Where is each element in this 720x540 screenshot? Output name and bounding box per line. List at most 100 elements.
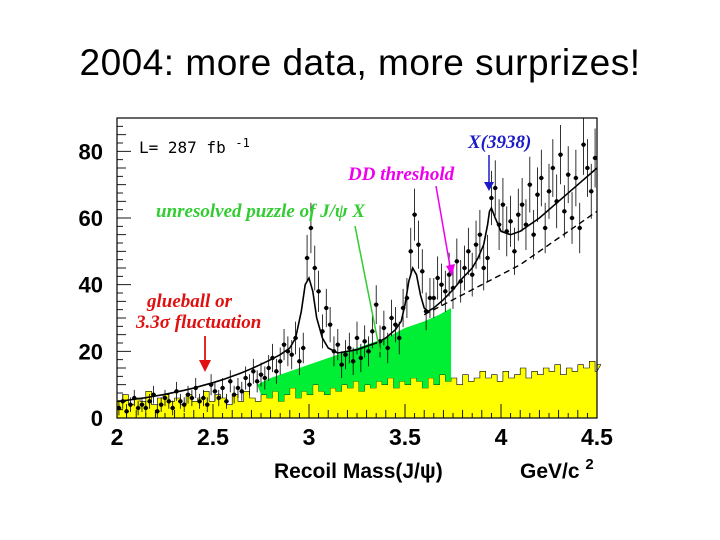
data-point: [224, 393, 229, 409]
data-marker: [274, 369, 279, 374]
data-marker: [516, 212, 521, 217]
x-tick-label: 2.5: [197, 424, 229, 450]
data-point: [396, 321, 402, 355]
data-marker: [581, 142, 586, 147]
data-point: [435, 256, 441, 300]
data-point: [312, 245, 318, 291]
data-marker: [542, 225, 548, 231]
data-point: [216, 389, 222, 407]
data-marker: [258, 372, 264, 377]
data-point: [573, 149, 579, 207]
data-marker: [462, 265, 467, 271]
data-marker: [385, 345, 390, 351]
data-point: [273, 358, 279, 384]
data-marker: [201, 395, 206, 401]
x-tick-labels: 2 2.5 3 3.5 4 4.5: [111, 424, 614, 450]
data-marker: [473, 242, 479, 247]
background-curve: [423, 210, 598, 316]
data-marker: [312, 265, 317, 271]
data-marker: [374, 302, 379, 307]
data-marker: [182, 402, 187, 407]
data-marker: [589, 189, 594, 194]
data-marker: [366, 349, 371, 354]
data-marker: [170, 405, 175, 411]
luminosity-label: L= 287 fb -1: [139, 136, 250, 157]
slide-title: 2004: more data, more surprizes!: [79, 42, 641, 83]
dd-arrow: [435, 185, 452, 273]
data-marker: [124, 409, 129, 414]
data-marker: [254, 379, 260, 384]
data-point: [389, 299, 394, 337]
data-marker: [262, 375, 268, 381]
data-point: [346, 332, 352, 364]
data-marker: [443, 289, 448, 294]
data-point: [323, 288, 329, 328]
data-point: [350, 347, 356, 376]
data-point: [362, 325, 368, 358]
data-point: [304, 234, 310, 282]
unresolved-arrow: [354, 225, 381, 353]
axis-ticks: [116, 117, 598, 419]
data-marker: [446, 272, 452, 277]
data-point: [297, 347, 302, 376]
data-marker: [116, 405, 122, 411]
data-point: [489, 170, 494, 226]
data-marker: [412, 212, 417, 217]
data-point: [254, 370, 260, 393]
data-point: [166, 393, 172, 409]
data-point: [158, 397, 164, 412]
data-point: [227, 370, 233, 393]
data-point: [143, 400, 149, 416]
data-point: [135, 400, 141, 416]
data-point: [239, 381, 245, 401]
data-marker: [324, 305, 329, 311]
x-axis-unit: GeV/c 2: [520, 456, 594, 483]
data-marker: [139, 402, 145, 407]
plot-frame: [116, 117, 598, 419]
data-marker: [435, 275, 440, 281]
data-point: [442, 270, 448, 312]
x-tick-label: 3: [303, 424, 316, 450]
data-point: [431, 278, 437, 318]
data-marker: [327, 322, 333, 327]
data-marker: [427, 295, 433, 301]
data-marker: [539, 175, 544, 181]
data-point: [454, 238, 460, 285]
data-marker: [304, 255, 310, 261]
data-marker: [205, 402, 210, 407]
data-marker: [493, 185, 498, 191]
data-marker: [592, 155, 598, 161]
data-marker: [485, 255, 490, 261]
data-marker: [362, 339, 367, 344]
data-marker: [228, 379, 233, 384]
data-point: [235, 378, 241, 398]
data-marker: [500, 202, 506, 207]
data-points: [116, 118, 598, 418]
data-point: [116, 400, 122, 416]
data-point: [197, 393, 202, 409]
data-marker: [454, 259, 460, 264]
data-marker: [235, 385, 241, 391]
unresolved-puzzle-label: unresolved puzzle of J/ψ X: [156, 201, 366, 222]
x-tick-label: 3.5: [389, 424, 421, 450]
data-marker: [155, 409, 160, 414]
data-point: [550, 139, 556, 197]
data-point: [477, 209, 483, 260]
data-point: [339, 351, 345, 378]
data-point: [465, 227, 471, 275]
data-marker: [519, 202, 525, 207]
data-marker: [212, 389, 218, 394]
data-point: [542, 202, 548, 254]
data-point: [508, 195, 513, 247]
data-point: [212, 381, 218, 401]
data-point: [492, 160, 498, 216]
data-marker: [408, 249, 413, 254]
fluctuation-label: 3.3σ fluctuation: [135, 312, 261, 333]
data-marker: [489, 195, 494, 201]
data-point: [373, 285, 379, 325]
data-marker: [339, 362, 344, 367]
data-point: [335, 329, 341, 361]
data-marker: [289, 352, 294, 357]
data-marker: [335, 342, 340, 347]
